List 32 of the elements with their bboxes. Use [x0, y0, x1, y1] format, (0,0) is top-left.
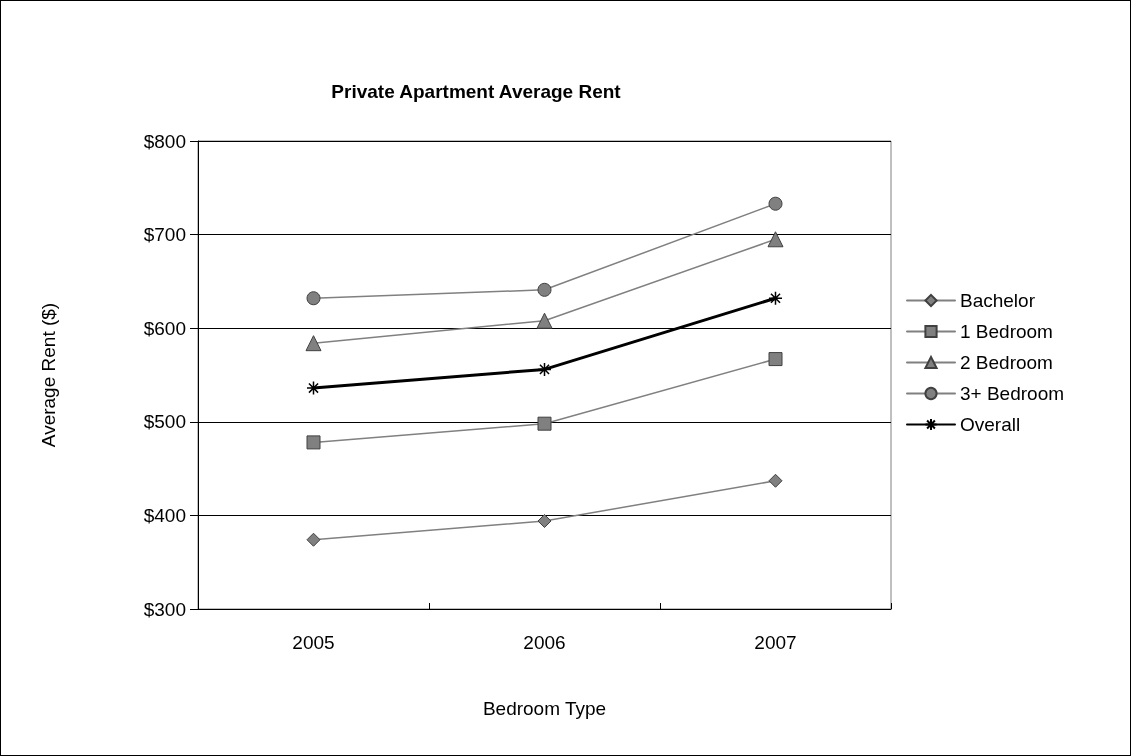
point [537, 362, 552, 377]
y-tick-label: $700 [143, 224, 186, 246]
y-tick-label: $400 [143, 504, 186, 526]
y-tick-label: $500 [143, 411, 186, 433]
point [537, 282, 552, 297]
legend-label: Overall [960, 414, 1021, 435]
point [537, 416, 552, 431]
point [768, 196, 783, 211]
y-tick-label: $600 [143, 317, 186, 339]
y-tick-label: $800 [143, 130, 186, 152]
point [306, 380, 321, 396]
point [767, 231, 784, 248]
point [306, 435, 321, 450]
point [536, 312, 553, 329]
point [768, 352, 783, 367]
legend-label: Bachelor [960, 290, 1036, 311]
x-tick-label: 2005 [292, 632, 335, 653]
x-tick-label: 2006 [523, 632, 566, 653]
point [305, 335, 322, 352]
legend-label: 2 Bedroom [960, 352, 1053, 373]
legend-label: 1 Bedroom [960, 321, 1053, 342]
point [306, 532, 321, 547]
x-tick-label: 2007 [754, 632, 797, 653]
y-axis-title: Average Rent ($) [38, 302, 59, 448]
x-axis-title: Bedroom Type [482, 698, 607, 719]
point [306, 291, 321, 306]
chart-title: Private Apartment Average Rent [331, 81, 622, 102]
legend-label: 3+ Bedroom [960, 383, 1065, 404]
point [768, 291, 783, 306]
point [537, 514, 552, 529]
point [768, 473, 783, 488]
y-tick-label: $300 [143, 598, 186, 620]
